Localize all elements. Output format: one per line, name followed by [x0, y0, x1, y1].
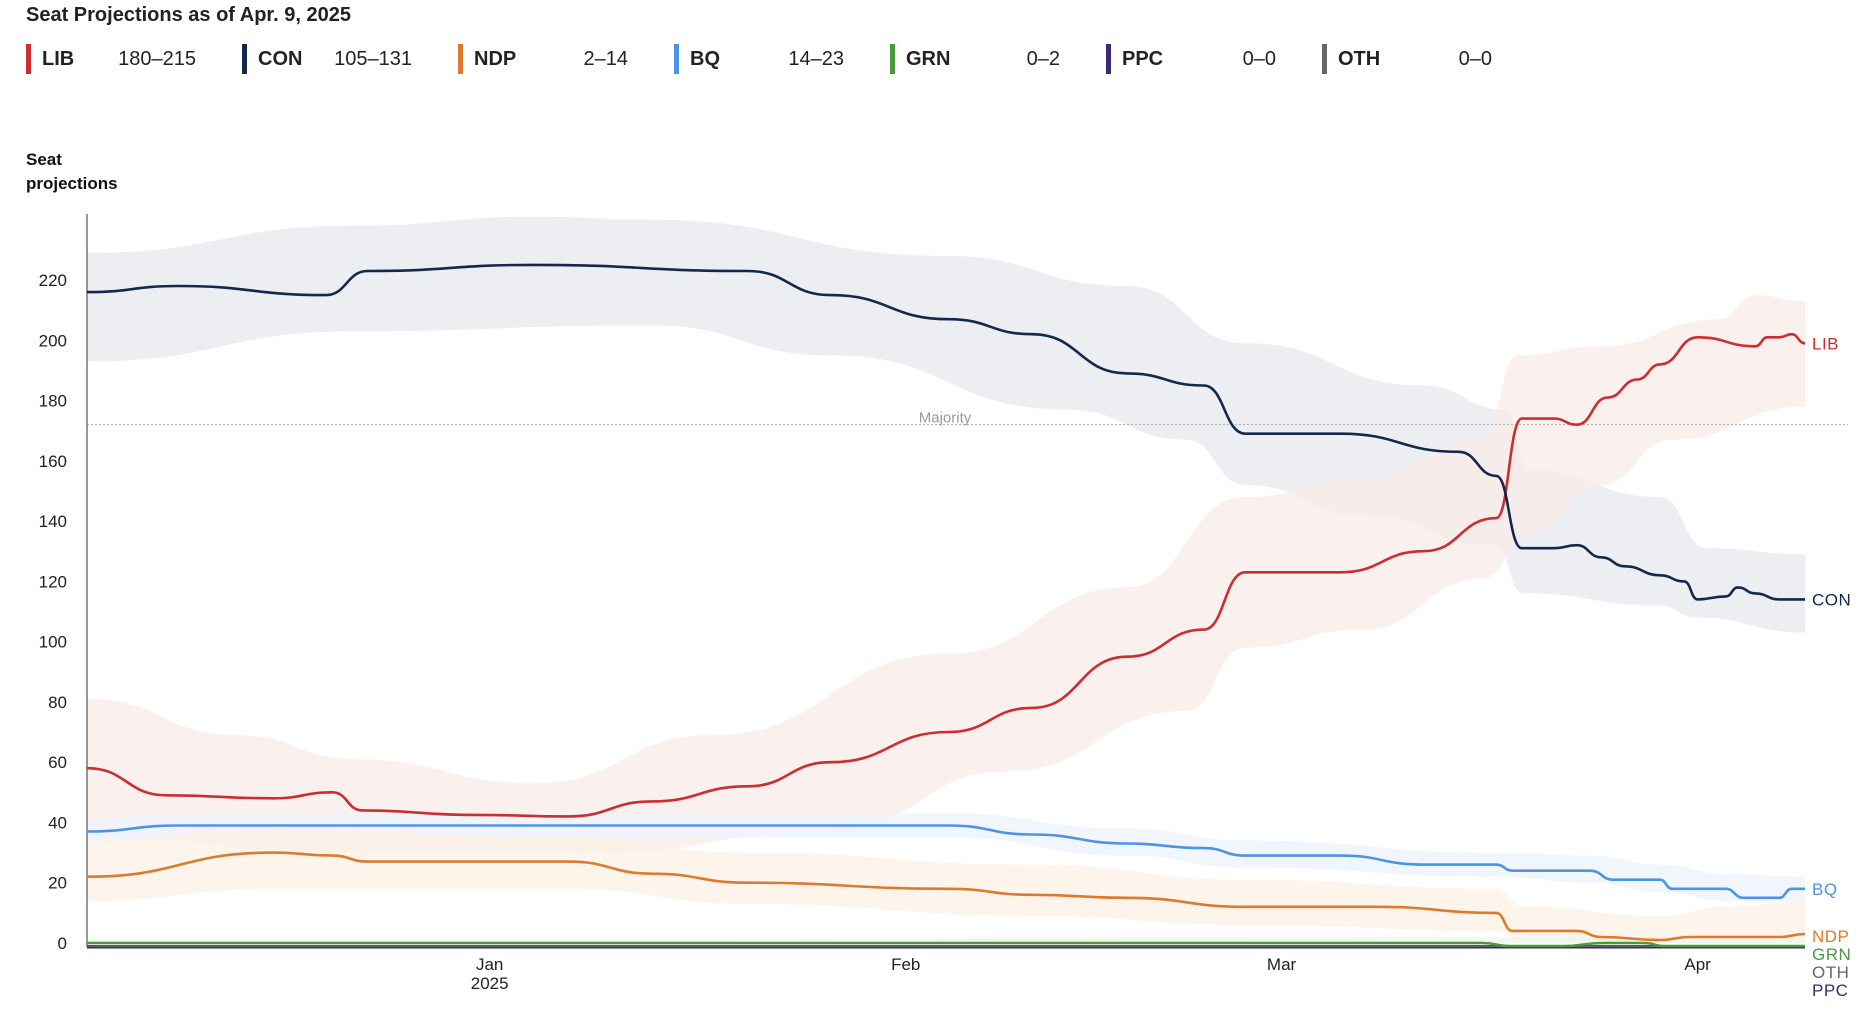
- y-tick-label: 0: [58, 934, 67, 953]
- majority-label: Majority: [919, 410, 972, 427]
- chart-title: Seat Projections as of Apr. 9, 2025: [26, 4, 351, 26]
- x-tick-sublabel: 2025: [471, 974, 509, 993]
- legend-range: 0–0: [1242, 48, 1276, 70]
- legend-item-ndp[interactable]: NDP 2–14: [458, 44, 674, 74]
- legend-swatch: [1322, 44, 1327, 74]
- legend-swatch: [26, 44, 31, 74]
- end-label-oth: OTH: [1812, 963, 1849, 982]
- series-line-ndp: [86, 851, 1806, 942]
- y-tick-label: 180: [39, 392, 67, 411]
- legend-item-lib[interactable]: LIB 180–215: [26, 44, 242, 74]
- legend-label: CON: [258, 48, 303, 70]
- x-tick-label: Mar: [1267, 955, 1297, 974]
- end-label-grn: GRN: [1812, 945, 1851, 964]
- legend-swatch: [890, 44, 895, 74]
- end-label-ndp: NDP: [1812, 927, 1849, 946]
- y-tick-label: 40: [48, 813, 67, 832]
- end-label-ppc: PPC: [1812, 981, 1848, 1000]
- y-tick-label: 200: [39, 331, 67, 350]
- legend-label: GRN: [906, 48, 951, 70]
- legend-item-grn[interactable]: GRN 0–2: [890, 44, 1106, 74]
- y-tick-label: 120: [39, 572, 67, 591]
- y-tick-label: 80: [48, 693, 67, 712]
- legend-swatch: [674, 44, 679, 74]
- y-tick-label: 220: [39, 271, 67, 290]
- end-label-bq: BQ: [1812, 880, 1838, 899]
- confidence-band-grn: [87, 937, 1805, 943]
- legend-item-con[interactable]: CON 105–131: [242, 44, 458, 74]
- y-tick-label: 20: [48, 874, 67, 893]
- y-axis-title: Seat projections: [26, 150, 118, 193]
- legend-label: OTH: [1338, 48, 1381, 70]
- y-tick-label: 160: [39, 452, 67, 471]
- legend-swatch: [242, 44, 247, 74]
- legend-range: 2–14: [583, 48, 629, 70]
- x-tick-label: Jan: [476, 955, 503, 974]
- series-line-grn: [86, 941, 1805, 948]
- legend-label: LIB: [42, 48, 75, 70]
- confidence-band-con: [87, 216, 1805, 633]
- confidence-band-bq: [87, 813, 1805, 901]
- series-line-bq: [86, 824, 1805, 900]
- y-tick-label: 140: [39, 512, 67, 531]
- x-tick-label: Apr: [1684, 955, 1711, 974]
- legend-label: NDP: [474, 48, 517, 70]
- confidence-band-ndp: [87, 828, 1805, 943]
- legend-range: 180–215: [118, 48, 196, 70]
- legend-swatch: [1106, 44, 1111, 74]
- series-line-con: [86, 263, 1805, 601]
- confidence-band-lib: [87, 295, 1805, 853]
- legend-range: 0–0: [1458, 48, 1492, 70]
- legend-range: 14–23: [788, 48, 844, 70]
- end-label-con: CON: [1812, 590, 1851, 609]
- y-tick-label: 100: [39, 633, 67, 652]
- legend-label: PPC: [1122, 48, 1164, 70]
- legend-swatch: [458, 44, 463, 74]
- legend-label: BQ: [690, 48, 720, 70]
- legend-item-ppc[interactable]: PPC 0–0: [1106, 44, 1322, 74]
- series-line-lib: [86, 332, 1806, 818]
- legend-item-bq[interactable]: BQ 14–23: [674, 44, 890, 74]
- x-tick-label: Feb: [891, 955, 920, 974]
- legend-range: 105–131: [334, 48, 412, 70]
- legend-item-oth[interactable]: OTH 0–0: [1322, 44, 1538, 74]
- y-tick-label: 60: [48, 753, 67, 772]
- legend-range: 0–2: [1026, 48, 1060, 70]
- end-label-lib: LIB: [1812, 334, 1839, 353]
